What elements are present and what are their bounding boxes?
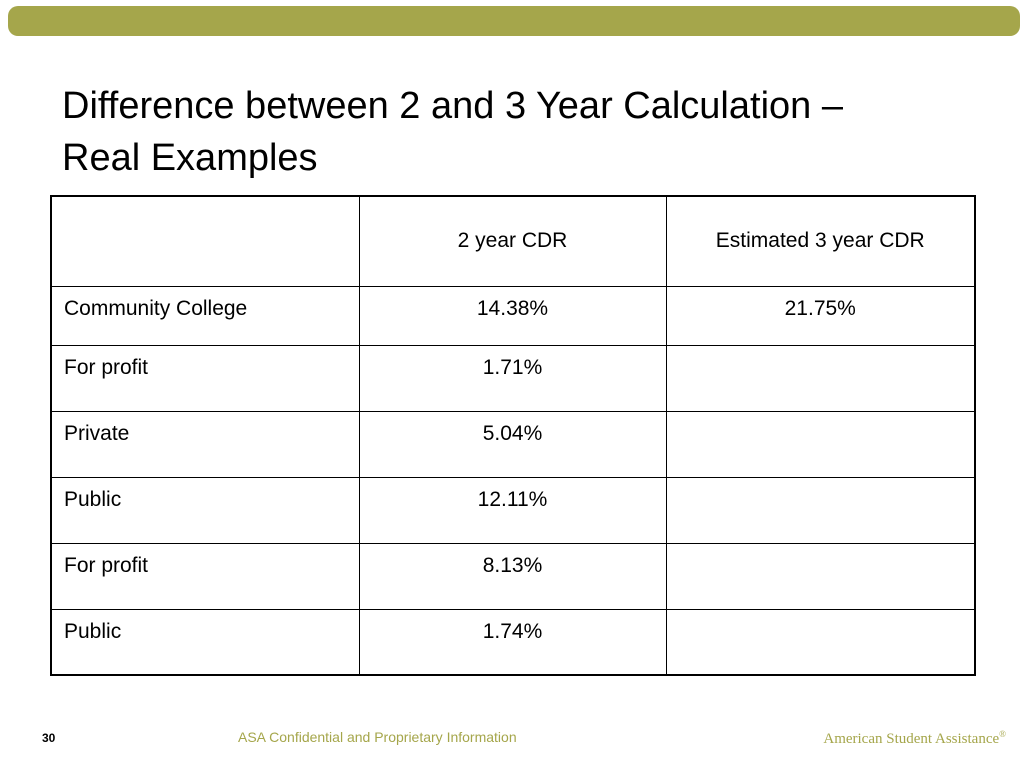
- slide-title-line-2: Real Examples: [62, 137, 318, 179]
- table-row: For profit 1.71%: [50, 344, 976, 412]
- row-label: Public: [50, 608, 360, 676]
- table-row: Community College 14.38% 21.75%: [50, 285, 976, 346]
- table-row: Private 5.04%: [50, 410, 976, 478]
- brand-logo-text: American Student Assistance®: [823, 729, 1006, 748]
- row-label: Public: [50, 476, 360, 544]
- three-year-cdr-value: [665, 542, 976, 610]
- page-number: 30: [42, 731, 56, 745]
- two-year-cdr-value: 1.74%: [358, 608, 667, 676]
- row-label: Private: [50, 410, 360, 478]
- slide-title-line-1: Difference between 2 and 3 Year Calculat…: [62, 85, 843, 127]
- two-year-cdr-value: 8.13%: [358, 542, 667, 610]
- confidential-notice: ASA Confidential and Proprietary Informa…: [238, 729, 517, 745]
- slide-title: Difference between 2 and 3 Year Calculat…: [62, 80, 982, 184]
- row-label: Community College: [50, 285, 360, 346]
- two-year-cdr-value: 5.04%: [358, 410, 667, 478]
- three-year-cdr-value: [665, 344, 976, 412]
- table-header-row: 2 year CDR Estimated 3 year CDR: [50, 195, 976, 287]
- brand-name: American Student Assistance: [823, 731, 1000, 747]
- three-year-cdr-value: [665, 608, 976, 676]
- cdr-comparison-table: 2 year CDR Estimated 3 year CDR Communit…: [50, 195, 976, 676]
- three-year-cdr-value: 21.75%: [665, 285, 976, 346]
- table-row: Public 1.74%: [50, 608, 976, 676]
- table-row: Public 12.11%: [50, 476, 976, 544]
- table-row: For profit 8.13%: [50, 542, 976, 610]
- registered-mark: ®: [999, 729, 1006, 739]
- row-label: For profit: [50, 344, 360, 412]
- header-cell-empty: [50, 195, 360, 287]
- three-year-cdr-value: [665, 410, 976, 478]
- two-year-cdr-value: 1.71%: [358, 344, 667, 412]
- two-year-cdr-value: 14.38%: [358, 285, 667, 346]
- two-year-cdr-value: 12.11%: [358, 476, 667, 544]
- header-cell-estimated-3-year-cdr: Estimated 3 year CDR: [665, 195, 976, 287]
- top-accent-bar: [8, 6, 1020, 36]
- three-year-cdr-value: [665, 476, 976, 544]
- row-label: For profit: [50, 542, 360, 610]
- header-cell-2-year-cdr: 2 year CDR: [358, 195, 667, 287]
